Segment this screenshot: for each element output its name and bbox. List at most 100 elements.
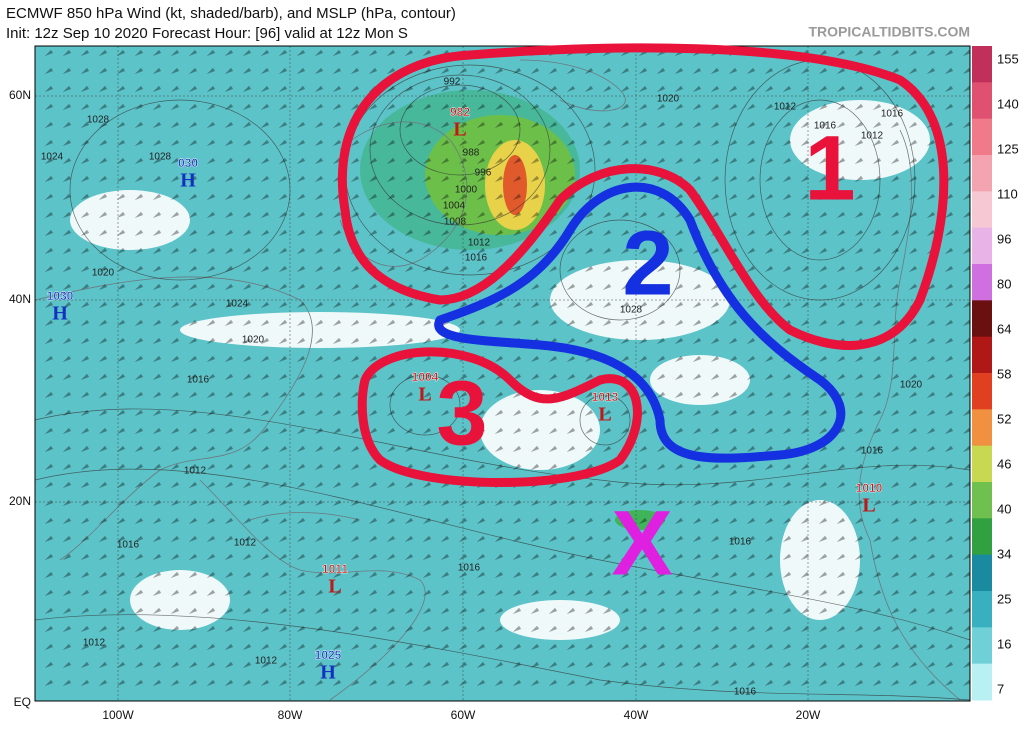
colorbar-label: 25 — [997, 591, 1011, 606]
colorbar-label: 7 — [997, 681, 1004, 696]
hand-drawn-outlines — [337, 43, 949, 487]
contour-label: 1020 — [900, 380, 923, 391]
watermark: TROPICALTIDBITS.COM — [808, 24, 970, 40]
colorbar-swatch — [972, 373, 992, 410]
colorbar-swatch — [972, 663, 992, 701]
contour-label: 992 — [444, 77, 461, 88]
colorbar-swatch — [972, 82, 992, 120]
colorbar-label: 58 — [997, 366, 1011, 381]
lat-label: 60N — [9, 88, 31, 102]
contour-label: 988 — [463, 148, 480, 159]
contour-label: 1016 — [187, 375, 210, 386]
colorbar-label: 80 — [997, 276, 1011, 291]
colorbar-label: 125 — [997, 141, 1019, 156]
system-letter: L — [598, 404, 611, 426]
colorbar-swatch — [972, 300, 992, 338]
annotation: 2 — [622, 212, 673, 314]
contour-label: 1016 — [458, 563, 481, 574]
system-pressure: 1004 — [412, 370, 439, 384]
coastlines — [35, 59, 961, 701]
colorbar-swatch — [972, 591, 992, 628]
contour-label: 1016 — [117, 540, 140, 551]
colorbar-label: 16 — [997, 636, 1011, 651]
colorbar-swatch — [972, 155, 992, 192]
colorbar-swatch — [972, 627, 992, 665]
calm-areas — [70, 100, 930, 640]
colorbar-label: 52 — [997, 411, 1011, 426]
system-pressure: 1013 — [592, 390, 619, 404]
contour-label: 1024 — [226, 299, 249, 310]
system-pressure: 1010 — [856, 481, 883, 495]
lat-label: 40N — [9, 292, 31, 306]
colorbar-swatch — [972, 554, 992, 592]
contour-label: 1004 — [443, 201, 466, 212]
contour-label: 1020 — [242, 335, 265, 346]
title: ECMWF 850 hPa Wind (kt, shaded/barb), an… — [6, 5, 456, 22]
system-letter: H — [180, 170, 196, 192]
colorbar-label: 46 — [997, 456, 1011, 471]
colorbar-swatch — [972, 409, 992, 447]
system-letter: L — [862, 495, 875, 517]
colorbar-swatch — [972, 482, 992, 519]
system-pressure: 1011 — [322, 562, 348, 576]
contour-label: 1016 — [465, 253, 488, 264]
colorbar-swatch — [972, 191, 992, 229]
contour-label: 1012 — [184, 466, 207, 477]
colorbar-swatch — [972, 264, 992, 301]
lat-label: EQ — [14, 695, 31, 709]
annotation: 1 — [804, 117, 855, 219]
contour-label: 1016 — [734, 687, 757, 698]
wind-barbs — [44, 49, 970, 687]
colorbar-swatch — [972, 518, 992, 556]
colorbar-swatch — [972, 336, 992, 374]
contour-label: 1000 — [455, 185, 478, 196]
lon-label: 40W — [624, 708, 649, 722]
system-pressure: 982 — [450, 105, 470, 119]
lat-label: 20N — [9, 494, 31, 508]
colorbar-label: 96 — [997, 231, 1011, 246]
contour-label: 1020 — [657, 94, 680, 105]
colorbar-label: 64 — [997, 321, 1011, 336]
system-letter: H — [52, 303, 68, 325]
contour-label: 1016 — [861, 446, 884, 457]
contour-label: 1012 — [774, 102, 797, 113]
contour-label: 1012 — [255, 656, 278, 667]
contour-label: 1024 — [41, 152, 64, 163]
outline-3 — [357, 347, 642, 487]
contour-label: 1008 — [444, 217, 467, 228]
contour-label: 996 — [475, 168, 492, 179]
graticule — [35, 46, 970, 701]
contour-label: 1028 — [149, 152, 172, 163]
outline-1 — [337, 43, 949, 350]
system-letter: H — [320, 662, 336, 684]
annotation-labels: 1 2 3 X — [436, 117, 855, 594]
strong-wind — [360, 90, 665, 530]
contour-label: 1012 — [234, 538, 257, 549]
system-letter: L — [328, 576, 341, 598]
colorbar-label: 34 — [997, 546, 1011, 561]
contour-label: 1020 — [92, 268, 115, 279]
colorbar-swatch — [972, 227, 992, 265]
colorbar-label: 140 — [997, 96, 1019, 111]
colorbar-swatch — [972, 445, 992, 483]
system-letter: L — [418, 384, 431, 406]
lon-label: 80W — [278, 708, 303, 722]
contour-label: 1016 — [729, 537, 752, 548]
contour-labels: 1028 1024 1028 1020 1024 1020 1016 1012 1016 1012… — [41, 77, 923, 698]
lon-label: 100W — [102, 708, 134, 722]
system-pressure: 1025 — [315, 648, 342, 662]
system-pressure: 1030 — [47, 289, 74, 303]
annotation: X — [611, 492, 672, 594]
contour-label: 1012 — [861, 131, 884, 142]
outline-2 — [434, 182, 846, 463]
axis-labels: 60N 40N 20N EQ 100W 80W 60W 40W 20W — [9, 88, 821, 722]
system-letter: L — [453, 119, 466, 141]
contour-label: 1016 — [881, 109, 904, 120]
colorbar-swatch — [972, 118, 992, 156]
contour-label: 1016 — [814, 121, 837, 132]
annotation: 3 — [436, 362, 487, 464]
colorbar-label: 110 — [997, 186, 1018, 201]
contour-label: 1028 — [620, 305, 643, 316]
